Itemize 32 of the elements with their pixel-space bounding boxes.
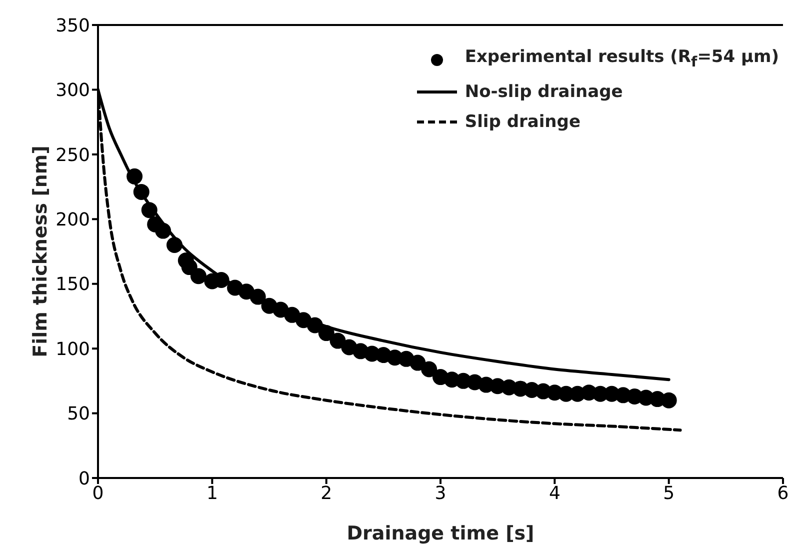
legend-label: Slip drainge [464,111,580,134]
x-tick-label: 6 [777,482,789,504]
y-tick-label: 250 [56,144,90,166]
legend-label: Experimental results (R$_{f}$=54 μm) [464,46,779,72]
point [306,317,323,334]
x-tick-label: 5 [663,482,675,504]
y-tick-label: 350 [56,15,90,36]
x-tick-label: 0 [92,482,104,504]
y-tick-label: 100 [56,338,90,360]
y-tick-label: 0 [78,468,90,490]
point [410,354,426,371]
x-tick-label: 3 [434,482,446,504]
x-tick-label: 2 [320,482,332,504]
y-tick-label: 150 [56,274,90,296]
x-axis-title: Drainage time [s] [346,522,534,544]
point [141,202,158,218]
point [318,325,334,342]
point [126,168,143,184]
point [133,184,150,200]
point [190,268,206,284]
legend-label: No-slip drainage [464,81,623,104]
point [421,361,438,378]
y-tick-label: 50 [67,404,90,425]
x-tick-label: 4 [548,482,560,504]
y-axis-title: Film thickness [nm] [30,146,52,358]
y-tick-label: 200 [56,210,90,231]
point [155,222,172,239]
point [166,237,182,254]
y-tick-label: 300 [56,80,90,102]
x-tick-label: 1 [206,482,218,504]
point [250,288,266,305]
point [660,392,677,408]
